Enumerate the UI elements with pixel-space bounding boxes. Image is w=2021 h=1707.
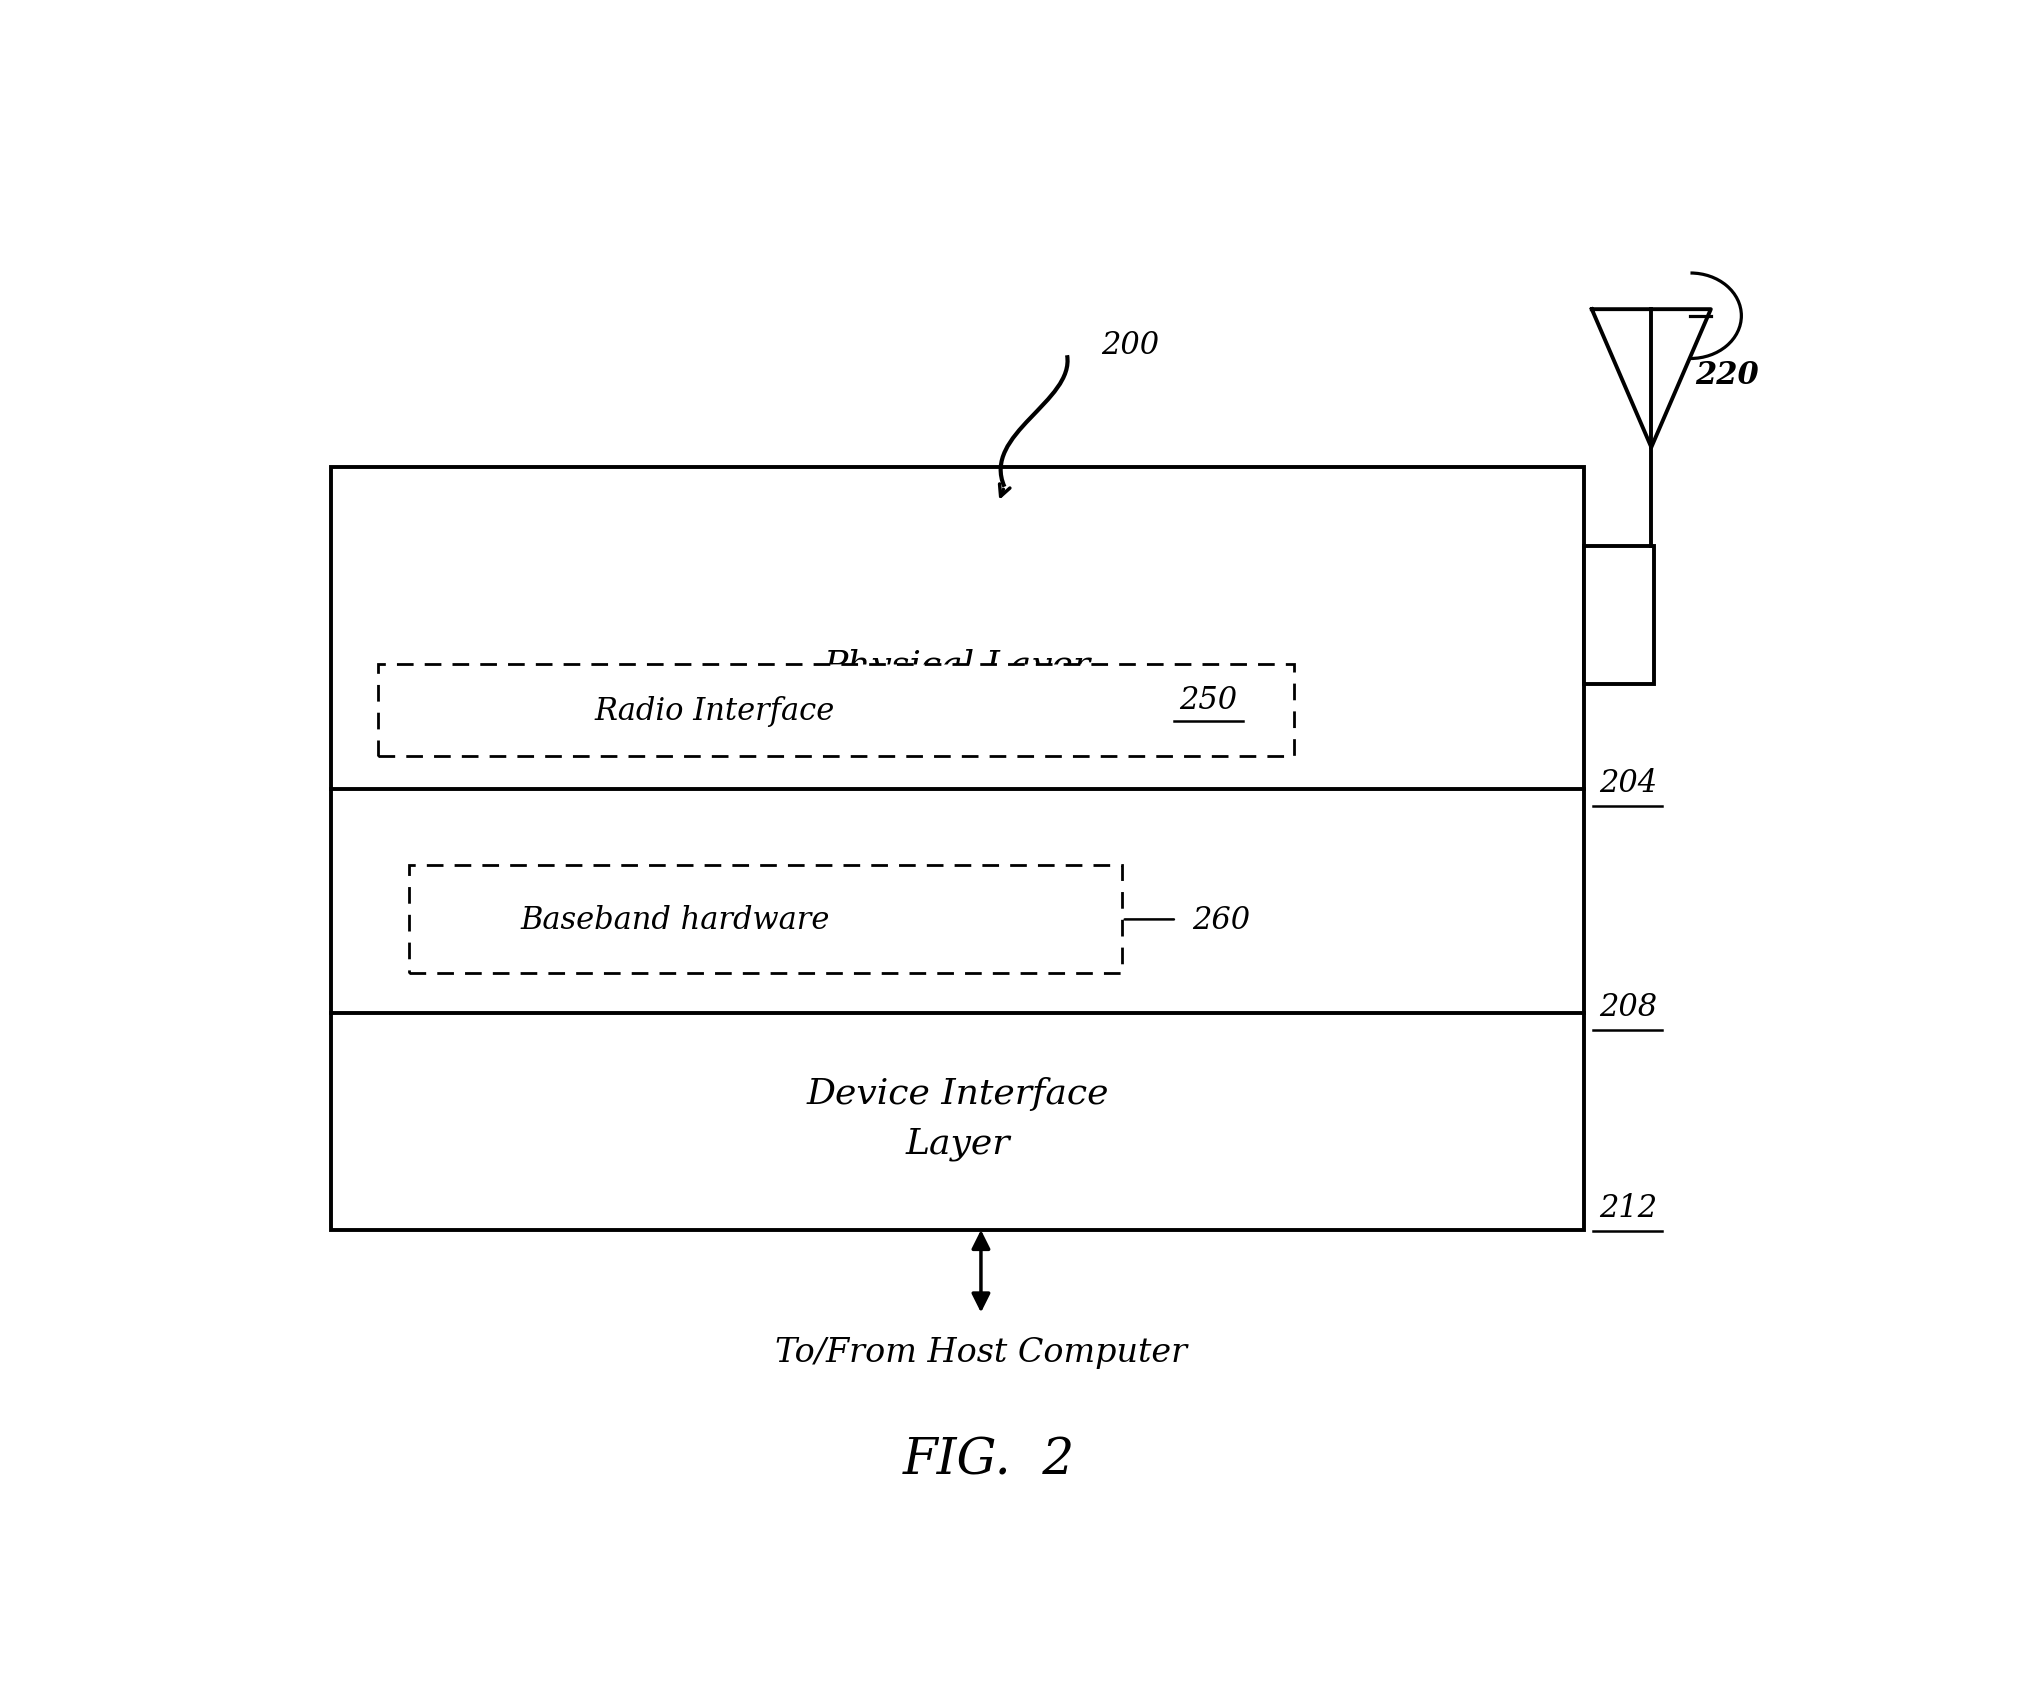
Bar bbox=[378, 666, 1293, 756]
Text: Radio Interface: Radio Interface bbox=[594, 695, 835, 727]
Text: 220: 220 bbox=[1696, 360, 1758, 391]
Text: FIG.  2: FIG. 2 bbox=[903, 1436, 1075, 1485]
Polygon shape bbox=[1593, 311, 1712, 447]
Text: 200: 200 bbox=[1101, 329, 1160, 360]
Bar bbox=[1584, 546, 1655, 685]
Text: Device Interface
Layer: Device Interface Layer bbox=[806, 1075, 1110, 1161]
Text: 250: 250 bbox=[1178, 685, 1237, 715]
Bar bbox=[410, 865, 1122, 973]
Text: To/From Host Computer: To/From Host Computer bbox=[774, 1337, 1186, 1369]
Text: 208: 208 bbox=[1599, 992, 1657, 1022]
Bar bbox=[331, 468, 1584, 1231]
Text: MAC Layer: MAC Layer bbox=[697, 871, 903, 905]
Text: 204: 204 bbox=[1599, 768, 1657, 799]
Text: Baseband hardware: Baseband hardware bbox=[521, 905, 831, 935]
Text: 260: 260 bbox=[1192, 905, 1251, 935]
Text: Physical Layer: Physical Layer bbox=[825, 647, 1091, 683]
Text: 212: 212 bbox=[1599, 1191, 1657, 1224]
